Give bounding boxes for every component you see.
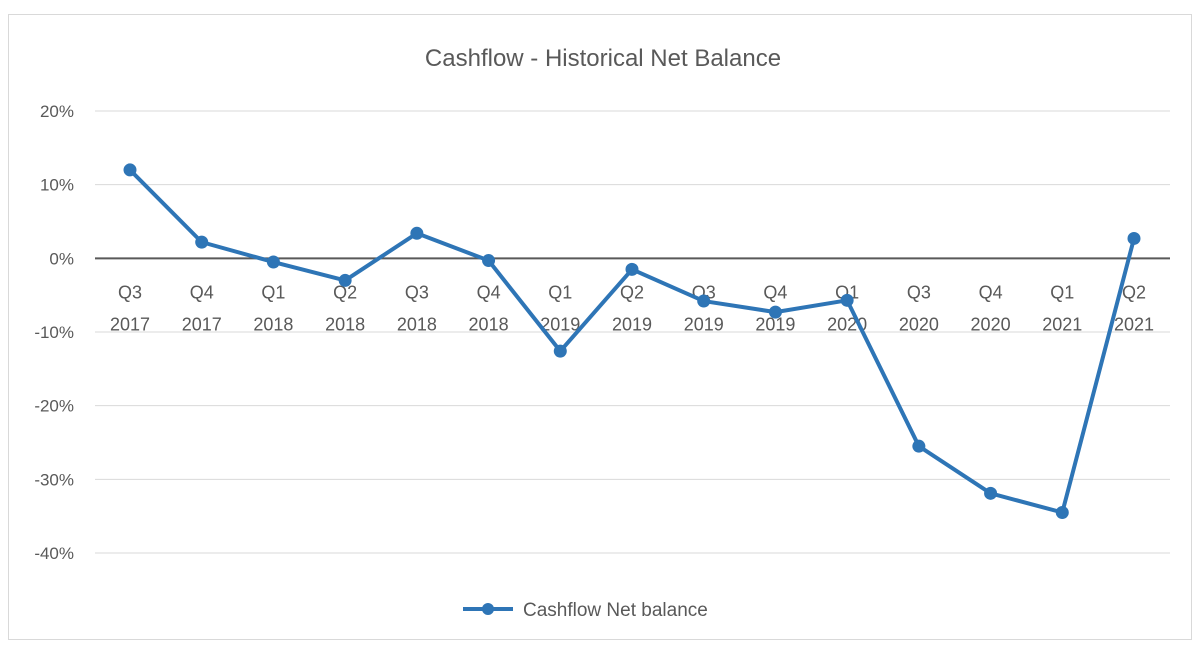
x-tick-label-quarter: Q3 xyxy=(907,282,931,302)
legend-label: Cashflow Net balance xyxy=(523,600,708,621)
y-tick-label: -30% xyxy=(34,470,74,489)
x-tick-label-quarter: Q1 xyxy=(548,282,572,302)
x-tick-label-quarter: Q2 xyxy=(620,282,644,302)
x-tick-label-year: 2018 xyxy=(253,314,293,334)
chart-frame xyxy=(8,14,1192,640)
data-point xyxy=(1127,231,1141,245)
data-point xyxy=(768,305,782,319)
x-tick-label-year: 2017 xyxy=(110,314,150,334)
x-tick-label-year: 2017 xyxy=(182,314,222,334)
x-tick-label-quarter: Q1 xyxy=(1050,282,1074,302)
y-tick-label: -40% xyxy=(34,544,74,563)
x-tick-label-quarter: Q3 xyxy=(118,282,142,302)
data-point xyxy=(123,163,137,177)
x-tick-label-year: 2019 xyxy=(755,314,795,334)
x-tick-label-year: 2021 xyxy=(1042,314,1082,334)
data-point xyxy=(840,293,854,307)
data-point xyxy=(1055,505,1069,519)
x-tick-label-quarter: Q1 xyxy=(261,282,285,302)
data-point xyxy=(266,255,280,269)
x-tick-label-year: 2018 xyxy=(325,314,365,334)
x-tick-label-quarter: Q4 xyxy=(190,282,214,302)
data-point xyxy=(410,226,424,240)
x-tick-label-year: 2019 xyxy=(540,314,580,334)
x-tick-label-year: 2020 xyxy=(899,314,939,334)
data-point xyxy=(697,294,711,308)
x-tick-label-year: 2018 xyxy=(397,314,437,334)
data-point xyxy=(338,273,352,287)
y-tick-label: 20% xyxy=(40,102,74,121)
legend-dot-marker xyxy=(482,603,494,615)
y-axis-ticks: 20% 10% 0% -10% -20% -30% -40% xyxy=(34,102,74,563)
x-tick-label-quarter: Q4 xyxy=(763,282,787,302)
x-axis-ticks: Q3 2017 Q4 2017 Q1 2018 Q2 2018 Q3 2018 Q4 2018 Q1 20… xyxy=(110,282,1154,334)
chart-title: Cashflow - Historical Net Balance xyxy=(425,45,781,72)
x-tick-label-quarter: Q4 xyxy=(979,282,1003,302)
data-point xyxy=(984,486,998,500)
x-tick-label-year: 2019 xyxy=(684,314,724,334)
x-tick-label-year: 2019 xyxy=(612,314,652,334)
x-tick-label-year: 2018 xyxy=(469,314,509,334)
x-tick-label-year: 2021 xyxy=(1114,314,1154,334)
data-point xyxy=(195,235,209,249)
y-tick-label: -10% xyxy=(34,323,74,342)
x-tick-label-quarter: Q4 xyxy=(477,282,501,302)
y-tick-label: 10% xyxy=(40,176,74,195)
x-tick-label-quarter: Q2 xyxy=(1122,282,1146,302)
x-tick-label-quarter: Q1 xyxy=(835,282,859,302)
y-tick-label: -20% xyxy=(34,397,74,416)
y-tick-label: 0% xyxy=(49,249,74,268)
x-tick-label-quarter: Q3 xyxy=(405,282,429,302)
data-point xyxy=(553,344,567,358)
data-point xyxy=(625,262,639,276)
data-point xyxy=(912,439,926,453)
data-point xyxy=(482,254,496,268)
series-line xyxy=(128,167,1136,515)
x-tick-label-year: 2020 xyxy=(971,314,1011,334)
x-tick-label-quarter: Q2 xyxy=(333,282,357,302)
legend: Cashflow Net balance xyxy=(463,600,708,621)
series-group xyxy=(123,163,1141,519)
